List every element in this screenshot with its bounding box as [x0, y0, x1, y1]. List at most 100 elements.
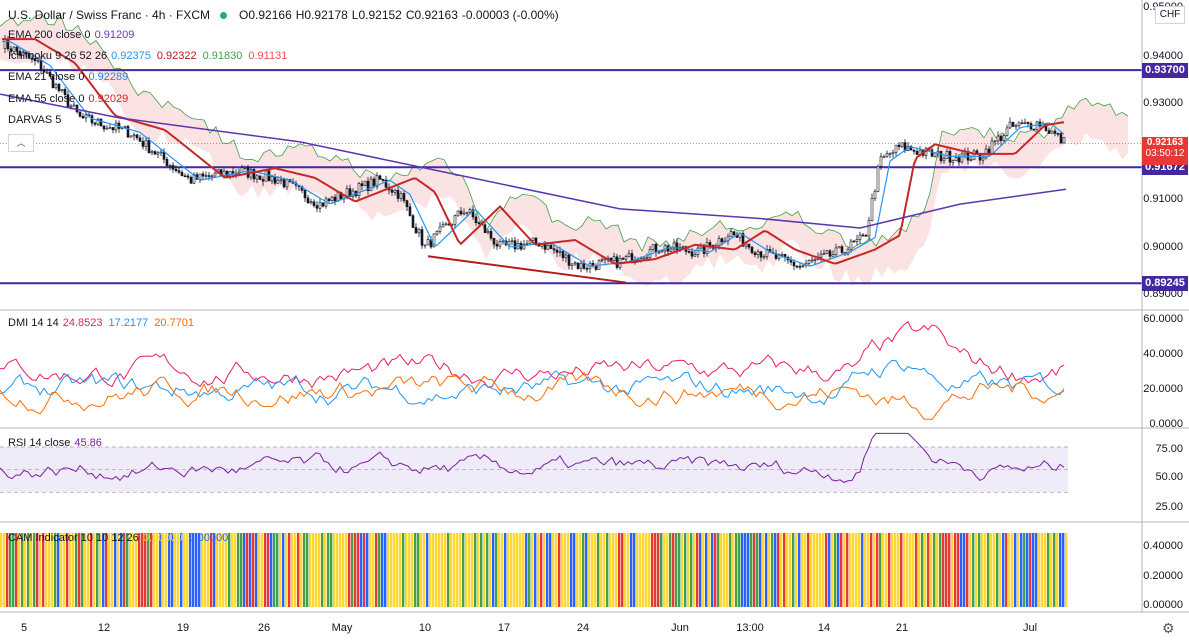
candle-body [954, 157, 958, 161]
candle-body [534, 237, 538, 244]
cam-bar [312, 533, 315, 607]
cam-bar [930, 533, 933, 607]
rsi-line [0, 432, 1065, 484]
candle-body [72, 104, 76, 107]
indicator-legend[interactable]: EMA 200 close 0 0.91209 [8, 29, 134, 41]
candle-body [48, 71, 52, 77]
candle-body [1017, 122, 1021, 126]
candle-body [801, 264, 805, 267]
indicator-value: 0.91209 [94, 29, 135, 41]
cam-bar [1005, 533, 1008, 607]
cam-tick-label: 0.00000 [1143, 599, 1183, 611]
cam-bar [1020, 533, 1023, 607]
cam-bar [939, 533, 942, 607]
indicator-legend[interactable]: EMA 55 close 0 0.92029 [8, 93, 128, 105]
candle-body [582, 263, 586, 269]
cam-bar [99, 533, 102, 607]
dmi-legend[interactable]: DMI 14 14 24.8523 17.2177 20.7701 [8, 317, 194, 329]
cam-bar [594, 533, 597, 607]
cam-bar [561, 533, 564, 607]
candle-body [741, 232, 745, 247]
cam-bar [1065, 533, 1068, 607]
currency-button[interactable]: CHF [1155, 6, 1185, 24]
indicator-legend[interactable]: DARVAS 5 [8, 114, 61, 126]
candle-body [561, 250, 565, 259]
cam-bar [39, 533, 42, 607]
cam-bar [468, 533, 471, 607]
cam-bar [843, 533, 846, 607]
symbol-title[interactable]: U.S. Dollar / Swiss Franc · 4h · FXCM [8, 8, 211, 22]
cam-bar [426, 533, 429, 607]
cam-bar [804, 533, 807, 607]
candle-body [612, 256, 616, 261]
candle-body [51, 75, 55, 89]
cam-bar [201, 533, 204, 607]
candle-body [423, 244, 427, 247]
cam-bar [519, 533, 522, 607]
candle-body [84, 114, 88, 119]
cam-bar [960, 533, 963, 607]
cam-bar [825, 533, 828, 607]
candle-body [126, 126, 130, 138]
candle-body [1020, 122, 1024, 125]
cam-bar [357, 533, 360, 607]
cam-bar [294, 533, 297, 607]
candle-body [1026, 122, 1030, 124]
cam-bar [348, 533, 351, 607]
cam-bar [399, 533, 402, 607]
time-axis-label: 17 [497, 622, 511, 634]
indicator-value: 0.91131 [248, 50, 288, 62]
cam-bar [816, 533, 819, 607]
cam-bar [1023, 533, 1026, 607]
collapse-legend-button[interactable]: ︿ [8, 134, 34, 152]
cam-bar [1041, 533, 1044, 607]
cam-bar [999, 533, 1002, 607]
candle-body [108, 127, 112, 129]
cam-legend[interactable]: CAM Indicator 10 10 12 26 0.00000 0.00000 [8, 532, 228, 544]
candle-body [900, 142, 904, 147]
candle-body [993, 140, 997, 143]
candle-body [402, 193, 406, 201]
cam-bar [354, 533, 357, 607]
cam-bar [111, 533, 114, 607]
cam-bar [942, 533, 945, 607]
cam-bar [912, 533, 915, 607]
indicator-label: DARVAS 5 [8, 114, 62, 126]
cam-bar [9, 533, 12, 607]
candle-body [840, 246, 844, 253]
cam-bar [774, 533, 777, 607]
cam-bar [156, 533, 159, 607]
candle-body [834, 247, 838, 255]
low-value: L0.92152 [351, 8, 402, 22]
cam-bar [276, 533, 279, 607]
cam-bar [837, 533, 840, 607]
candle-body [273, 176, 277, 184]
cam-bar [984, 533, 987, 607]
cam-bar [813, 533, 816, 607]
cam-bar [189, 533, 192, 607]
cam-bar [207, 533, 210, 607]
cam-bar [315, 533, 318, 607]
cam-bar [723, 533, 726, 607]
cam-bar [282, 533, 285, 607]
candle-body [657, 251, 661, 254]
candle-body [105, 127, 109, 130]
indicator-legend[interactable]: EMA 21 close 0 0.92289 [8, 71, 128, 83]
time-axis-label: 5 [20, 622, 28, 634]
rsi-legend[interactable]: RSI 14 close 45.86 [8, 437, 102, 449]
cam-bar [12, 533, 15, 607]
gear-icon[interactable]: ⚙ [1162, 620, 1175, 636]
candle-body [258, 175, 262, 180]
candle-body [1032, 128, 1036, 131]
cam-bar [324, 533, 327, 607]
indicator-legend[interactable]: Ichimoku 9 26 52 26 0.92375 0.92322 0.91830… [8, 50, 287, 62]
candle-body [390, 189, 394, 193]
cam-bar [381, 533, 384, 607]
cam-bar [375, 533, 378, 607]
cam-bar [645, 533, 648, 607]
candle-body [495, 243, 499, 247]
cam-bar [591, 533, 594, 607]
cam-bar [654, 533, 657, 607]
cam-bar [429, 533, 432, 607]
